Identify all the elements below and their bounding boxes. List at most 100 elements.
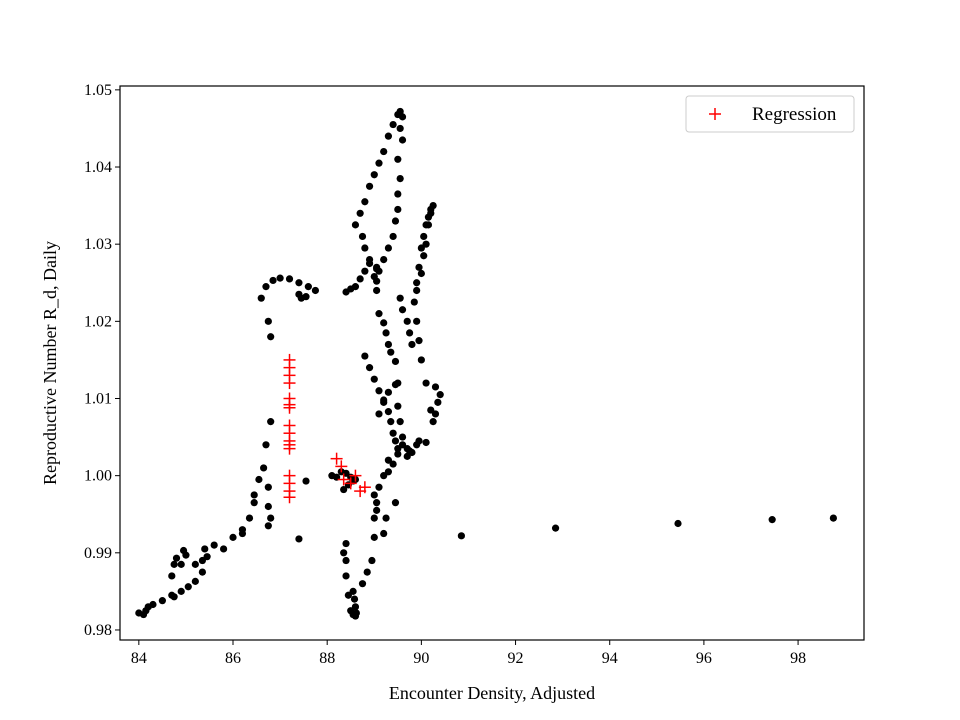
y-axis: 0.98 0.99 1.00 1.01 1.02 1.03 1.04 1.05 [84, 82, 120, 639]
data-point [431, 410, 440, 418]
data-point [295, 279, 303, 287]
y-tick-label: 1.04 [84, 159, 112, 176]
y-tick-label: 1.03 [84, 236, 112, 253]
data-point [398, 433, 407, 441]
data-point [405, 329, 414, 337]
data-point [361, 352, 369, 360]
data-point [413, 279, 421, 287]
data-point [375, 310, 383, 318]
data-point [250, 499, 258, 507]
regression-point [358, 481, 371, 494]
data-point [417, 269, 425, 278]
x-axis-label: Encounter Density, Adjusted [389, 683, 595, 703]
data-point [350, 595, 359, 603]
data-point [340, 485, 348, 494]
data-point [210, 541, 218, 549]
data-point [410, 298, 418, 306]
data-point [179, 546, 188, 555]
data-point [373, 506, 381, 514]
data-point [269, 276, 277, 285]
data-point [391, 437, 400, 445]
y-tick-label: 1.00 [84, 468, 112, 485]
regression-point [330, 452, 343, 465]
data-point [257, 294, 265, 302]
legend-plus-icon [709, 108, 721, 120]
data-point [358, 232, 367, 241]
data-point [219, 545, 228, 553]
data-point [415, 337, 423, 345]
legend-label-regression: Regression [752, 104, 837, 125]
data-point [396, 107, 404, 116]
regression-point [283, 491, 296, 504]
data-point [304, 283, 312, 291]
data-point [264, 317, 272, 325]
data-point [373, 499, 381, 507]
data-point [250, 491, 258, 499]
data-point [429, 418, 437, 426]
x-tick-label: 88 [319, 650, 335, 667]
data-point [267, 514, 275, 522]
data-point [391, 499, 400, 507]
data-point [311, 286, 320, 295]
data-point [394, 445, 402, 453]
regression-point [283, 377, 296, 390]
data-point [389, 120, 397, 129]
data-point [370, 375, 378, 383]
data-point [551, 524, 560, 532]
y-tick-label: 0.99 [84, 545, 112, 562]
data-point [375, 159, 383, 167]
data-point [457, 532, 465, 540]
data-point [370, 514, 378, 522]
data-point [422, 379, 430, 387]
data-point [365, 364, 374, 372]
data-point [375, 410, 383, 418]
data-point [394, 402, 402, 410]
data-point [373, 286, 381, 295]
data-point [245, 514, 254, 522]
data-point [264, 522, 272, 530]
data-point [387, 418, 395, 426]
data-point [191, 560, 199, 568]
data-point [365, 256, 374, 264]
regression-point [344, 477, 357, 490]
data-point [295, 290, 303, 298]
data-point [356, 209, 364, 217]
data-point [431, 383, 440, 391]
x-tick-label: 94 [602, 650, 618, 667]
data-point [358, 580, 367, 588]
data-point [674, 519, 682, 528]
data-point [184, 583, 192, 591]
data-point [398, 113, 407, 121]
x-axis: 84 86 88 90 92 94 96 98 [131, 640, 806, 667]
data-point [238, 526, 247, 534]
x-tick-label: 84 [131, 650, 147, 667]
data-point [363, 568, 371, 576]
data-point [342, 539, 350, 548]
data-point [201, 545, 209, 553]
data-point [384, 244, 393, 252]
data-point [170, 560, 178, 568]
data-point [368, 556, 376, 565]
data-point [408, 448, 416, 457]
data-point [384, 388, 393, 396]
data-point [420, 232, 428, 241]
y-tick-label: 1.05 [84, 82, 112, 99]
data-point [264, 483, 272, 491]
data-point [370, 272, 378, 281]
y-axis-label: Reproductive Number R_d, Daily [40, 241, 60, 485]
data-point [149, 600, 157, 609]
data-point [420, 252, 428, 260]
regression-point [283, 401, 296, 414]
data-point [267, 418, 275, 426]
x-tick-label: 92 [508, 650, 524, 667]
data-point [285, 275, 294, 283]
legend: Regression [685, 95, 855, 133]
data-point [342, 556, 350, 565]
data-point [375, 387, 383, 395]
data-point [436, 391, 444, 399]
data-point [262, 441, 270, 449]
data-point [415, 437, 423, 445]
data-point [434, 398, 442, 406]
data-point [394, 155, 402, 163]
x-tick-label: 90 [413, 650, 429, 667]
